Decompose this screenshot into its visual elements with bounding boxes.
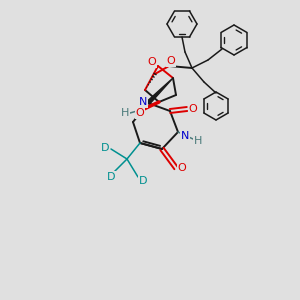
Text: D: D	[139, 176, 147, 186]
Text: O: O	[189, 104, 197, 114]
Text: O: O	[178, 163, 186, 173]
Text: O: O	[167, 56, 176, 66]
Text: D: D	[101, 143, 109, 153]
Text: O: O	[148, 57, 156, 67]
Text: N: N	[181, 131, 189, 141]
Text: O: O	[136, 108, 144, 118]
Text: H: H	[121, 108, 129, 118]
Polygon shape	[147, 78, 173, 104]
Text: N: N	[139, 97, 147, 107]
Text: H: H	[194, 136, 202, 146]
Text: D: D	[107, 172, 115, 182]
